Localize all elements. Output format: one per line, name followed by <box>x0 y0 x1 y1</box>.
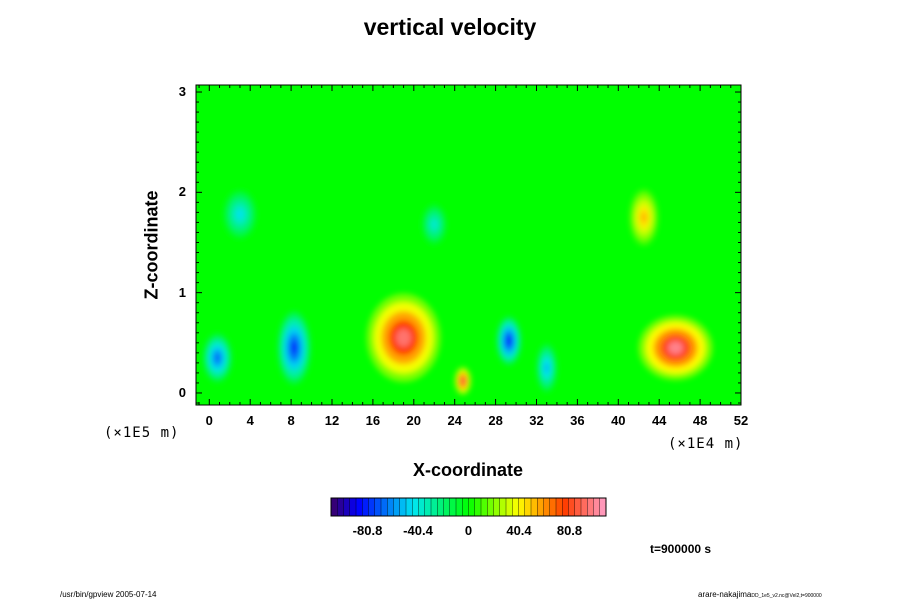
colorbar-tick-label: 40.4 <box>506 523 532 538</box>
x-tick-label: 48 <box>692 413 708 428</box>
field-blob <box>223 190 257 239</box>
colorbar-cell <box>412 498 419 516</box>
colorbar-tick-label: 0 <box>464 523 473 538</box>
colorbar-tick-label: -80.8 <box>352 523 383 538</box>
field-blob <box>277 311 311 384</box>
colorbar-frame <box>330 497 607 517</box>
colorbar-cell <box>512 498 519 516</box>
x-tick-label: 20 <box>406 413 422 428</box>
time-label: t=900000 s <box>650 542 712 556</box>
colorbar-cell <box>362 498 369 516</box>
colorbar-cell <box>399 498 407 516</box>
y-tick-label: 0 <box>178 384 186 400</box>
field-contour <box>236 209 244 220</box>
y-tick-label: 2 <box>178 184 186 200</box>
field-blob <box>638 315 713 380</box>
colorbar-cell <box>574 498 582 516</box>
colorbar-cell <box>387 498 394 516</box>
x-tick-label: 12 <box>324 413 340 428</box>
colorbar-cell <box>331 498 338 516</box>
y-tick-label: 1 <box>178 284 186 300</box>
colorbar-cell <box>593 498 601 516</box>
colorbar-cell <box>499 498 507 516</box>
field-contour <box>640 211 647 224</box>
field-contour <box>290 340 298 356</box>
colorbar-cell <box>556 498 563 516</box>
colorbar-cell <box>568 498 576 516</box>
colorbar-cell <box>437 498 444 516</box>
colorbar-tick-label: 80.8 <box>556 523 583 538</box>
colorbar-cell <box>562 498 569 516</box>
colorbar-cell <box>481 498 488 516</box>
colorbar-cell <box>493 498 501 516</box>
x-tick-label: 40 <box>611 413 626 428</box>
colorbar-cell <box>581 498 588 516</box>
colorbar-cell <box>456 498 463 516</box>
x-tick-label: 4 <box>246 413 254 428</box>
field-blob <box>629 189 659 246</box>
field-contour <box>668 341 683 355</box>
colorbar-cell <box>518 498 526 516</box>
field-contour <box>396 328 411 347</box>
colorbar-cell <box>374 498 382 516</box>
colorbar-cell <box>543 498 551 516</box>
x-tick-label: 16 <box>365 413 381 428</box>
x-tick-label: 28 <box>488 413 503 428</box>
colorbar-cell <box>424 498 432 516</box>
colorbar-cell <box>418 498 426 516</box>
colorbar-cell <box>443 498 451 516</box>
colorbar-cell <box>599 498 607 516</box>
colorbar-cell <box>449 498 457 516</box>
colorbar-cell <box>462 498 469 516</box>
colorbar-cell <box>468 498 476 516</box>
x-tick-label: 36 <box>570 413 585 428</box>
footer-right: arare-nakajimaDD_1e5_v2.nc@Vel2,t=900000 <box>698 590 822 599</box>
colorbar-cell <box>431 498 438 516</box>
x-axis-label: X-coordinate <box>412 460 523 480</box>
y-axis-unit: (×1E5 m) <box>104 425 180 441</box>
colorbar-cell <box>587 498 594 516</box>
x-axis-unit: (×1E4 m) <box>668 436 744 452</box>
field-blob <box>496 316 522 365</box>
y-tick-label: 3 <box>178 84 186 100</box>
x-tick-label: 8 <box>287 413 295 428</box>
colorbar-cell <box>487 498 494 516</box>
colorbar-cell <box>343 498 351 516</box>
colorbar-cell <box>506 498 513 516</box>
chart-title: vertical velocity <box>363 14 537 40</box>
x-tick-label: 0 <box>205 413 213 428</box>
colorbar-cell <box>474 498 482 516</box>
colorbar-cell <box>393 498 401 516</box>
field-blob <box>421 204 447 245</box>
colorbar-cell <box>337 498 344 516</box>
field-contour <box>431 220 437 229</box>
colorbar-cell <box>406 498 413 516</box>
field-contour <box>506 335 512 346</box>
field-contour <box>214 353 221 363</box>
colorbar-cell <box>356 498 363 516</box>
colorbar-cell <box>531 498 538 516</box>
x-tick-label: 52 <box>733 413 749 428</box>
field-blob <box>536 343 557 392</box>
colorbar-tick-label: -40.4 <box>403 523 433 538</box>
x-tick-label: 24 <box>447 413 462 428</box>
colorbar-cell <box>537 498 544 516</box>
footer-left: /usr/bin/gpview 2005-07-14 <box>60 590 157 599</box>
colorbar-cell <box>349 498 357 516</box>
x-tick-label: 44 <box>651 413 667 428</box>
colorbar-cell <box>381 498 388 516</box>
colorbar-cell <box>368 498 376 516</box>
field-blob <box>366 293 441 382</box>
plot-frame <box>195 84 742 406</box>
x-tick-label: 32 <box>529 413 544 428</box>
field-blob <box>454 366 472 395</box>
colorbar-cell <box>549 498 557 516</box>
field-blob <box>203 333 232 382</box>
colorbar-cell <box>524 498 532 516</box>
field-contour <box>461 378 465 384</box>
field-contour <box>544 363 549 373</box>
